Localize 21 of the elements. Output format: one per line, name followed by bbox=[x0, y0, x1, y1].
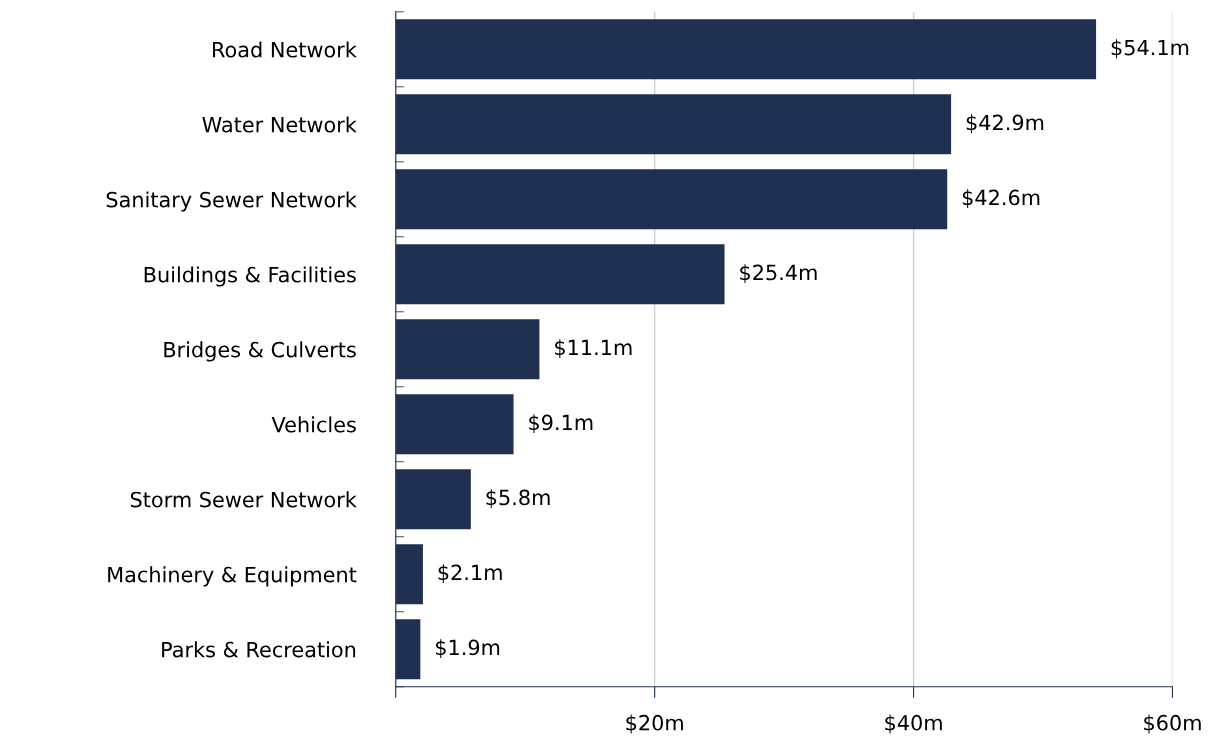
y-tick-label: Bridges & Culverts bbox=[164, 341, 356, 362]
x-tick-label: $40m bbox=[885, 714, 942, 734]
data-label: $2.1m bbox=[438, 564, 502, 584]
y-tick-label: Storm Sewer Network bbox=[130, 491, 357, 508]
data-label: $1.9m bbox=[435, 639, 500, 659]
y-tick-label: Road Network bbox=[213, 41, 357, 58]
data-label: $25.4m bbox=[740, 264, 817, 284]
data-label: $54.1m bbox=[1111, 39, 1189, 59]
x-tick-label: $20m bbox=[626, 714, 683, 734]
data-label: $42.9m bbox=[966, 114, 1044, 134]
y-tick-label: Machinery & Equipment bbox=[108, 566, 357, 587]
data-label: $9.1m bbox=[529, 414, 593, 434]
data-label: $42.6m bbox=[962, 189, 1040, 209]
x-tick-label: $60m bbox=[1144, 714, 1201, 734]
y-tick-label: Water Network bbox=[202, 116, 357, 133]
y-tick-label: Parks & Recreation bbox=[162, 641, 356, 658]
y-tick-label: Vehicles bbox=[271, 416, 356, 433]
y-tick-label: Sanitary Sewer Network bbox=[106, 191, 357, 212]
y-tick-label: Buildings & Facilities bbox=[144, 266, 356, 287]
data-label: $5.8m bbox=[486, 489, 550, 509]
data-label: $11.1m bbox=[555, 339, 632, 359]
